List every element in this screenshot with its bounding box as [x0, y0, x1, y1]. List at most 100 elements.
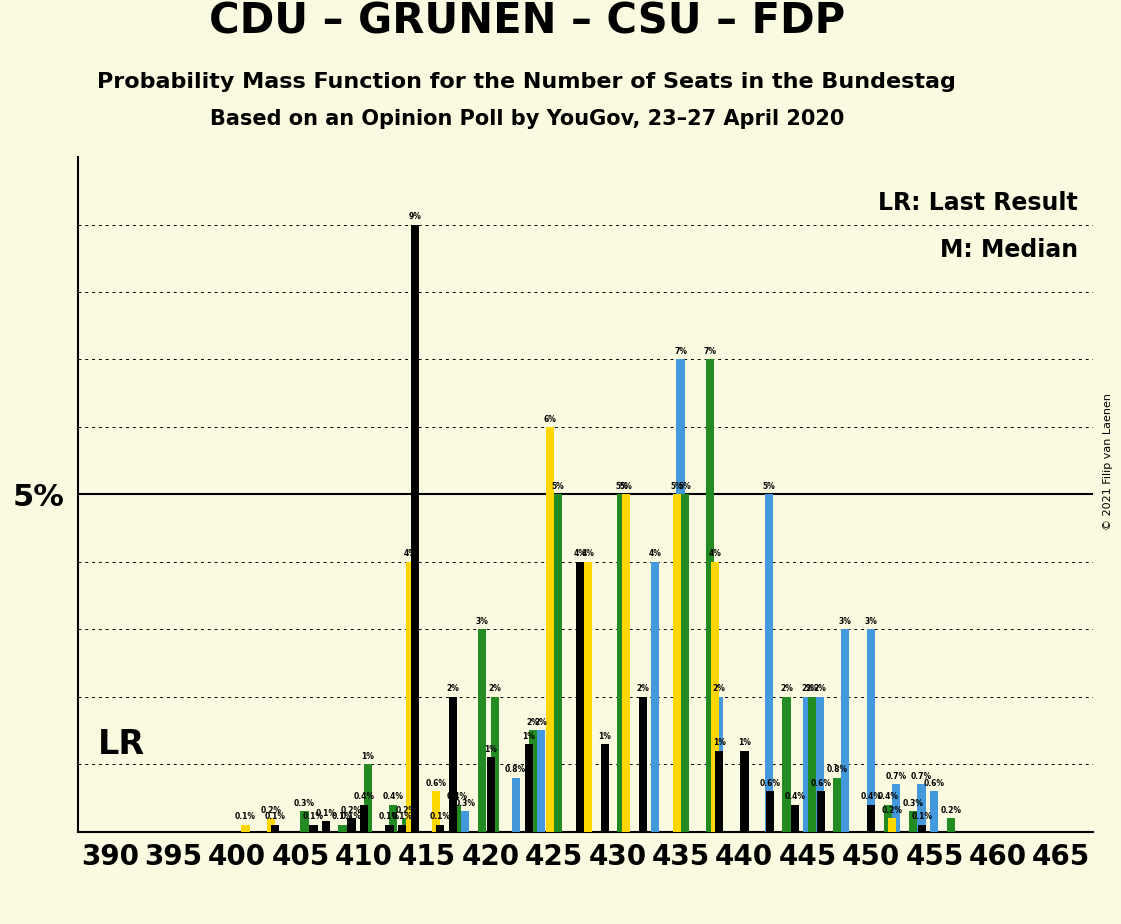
Text: 0.1%: 0.1%	[332, 812, 353, 821]
Bar	[622, 494, 630, 832]
Bar	[807, 697, 816, 832]
Text: 1%: 1%	[599, 732, 611, 740]
Bar	[537, 730, 545, 832]
Text: 5%: 5%	[670, 482, 683, 491]
Bar	[868, 805, 876, 832]
Text: 0.1%: 0.1%	[911, 812, 933, 821]
Bar	[791, 805, 799, 832]
Bar	[782, 697, 790, 832]
Text: 2%: 2%	[527, 718, 539, 727]
Text: 4%: 4%	[582, 550, 594, 558]
Bar	[816, 791, 825, 832]
Text: 2%: 2%	[780, 685, 793, 693]
Text: 0.6%: 0.6%	[924, 779, 945, 788]
Bar	[389, 805, 398, 832]
Bar	[267, 818, 275, 832]
Text: 0.1%: 0.1%	[379, 812, 400, 821]
Bar	[883, 805, 892, 832]
Text: 0.2%: 0.2%	[260, 806, 281, 815]
Text: 0.4%: 0.4%	[446, 792, 467, 801]
Bar	[529, 730, 537, 832]
Text: 0.2%: 0.2%	[341, 806, 362, 815]
Text: 0.4%: 0.4%	[878, 792, 898, 801]
Text: 2%: 2%	[800, 685, 814, 693]
Bar	[401, 818, 410, 832]
Bar	[575, 562, 584, 832]
Bar	[478, 629, 487, 832]
Text: 0.1%: 0.1%	[341, 812, 361, 821]
Bar	[715, 750, 723, 832]
Bar	[918, 825, 926, 832]
Bar	[525, 744, 534, 832]
Bar	[322, 821, 331, 832]
Bar	[804, 697, 812, 832]
Text: 0.1%: 0.1%	[429, 812, 451, 821]
Text: © 2021 Filip van Laenen: © 2021 Filip van Laenen	[1103, 394, 1113, 530]
Bar	[436, 825, 444, 832]
Bar	[766, 791, 773, 832]
Text: 6%: 6%	[544, 415, 556, 423]
Text: 5%: 5%	[615, 482, 628, 491]
Bar	[909, 811, 917, 832]
Bar	[867, 629, 874, 832]
Bar	[432, 791, 439, 832]
Bar	[888, 818, 897, 832]
Bar	[917, 784, 926, 832]
Text: 0.6%: 0.6%	[810, 779, 831, 788]
Bar	[386, 825, 393, 832]
Text: 0.1%: 0.1%	[391, 812, 413, 821]
Text: 0.2%: 0.2%	[941, 806, 962, 815]
Bar	[448, 697, 457, 832]
Text: 1%: 1%	[522, 732, 536, 740]
Text: 0.1%: 0.1%	[235, 812, 256, 821]
Bar	[271, 825, 279, 832]
Bar	[741, 750, 749, 832]
Text: 2%: 2%	[805, 685, 818, 693]
Bar	[406, 562, 415, 832]
Text: 1%: 1%	[738, 738, 751, 748]
Text: 9%: 9%	[408, 213, 421, 221]
Bar	[930, 791, 938, 832]
Bar	[947, 818, 955, 832]
Text: 2%: 2%	[446, 685, 460, 693]
Text: 0.3%: 0.3%	[902, 799, 924, 808]
Text: 0.4%: 0.4%	[353, 792, 374, 801]
Bar	[309, 825, 317, 832]
Bar	[398, 825, 406, 832]
Bar	[554, 494, 563, 832]
Bar	[410, 225, 419, 832]
Text: Probability Mass Function for the Number of Seats in the Bundestag: Probability Mass Function for the Number…	[98, 72, 956, 91]
Bar	[673, 494, 680, 832]
Text: 2%: 2%	[637, 685, 649, 693]
Bar	[584, 562, 592, 832]
Bar	[833, 778, 841, 832]
Text: 0.8%: 0.8%	[826, 765, 847, 774]
Text: 4%: 4%	[573, 550, 586, 558]
Text: 0.1%: 0.1%	[303, 812, 324, 821]
Bar	[618, 494, 626, 832]
Text: 1%: 1%	[484, 745, 498, 754]
Text: 2%: 2%	[489, 685, 501, 693]
Bar	[241, 825, 250, 832]
Text: 0.6%: 0.6%	[759, 779, 780, 788]
Text: LR: LR	[98, 728, 145, 760]
Text: 0.1%: 0.1%	[265, 812, 286, 821]
Text: 5%: 5%	[678, 482, 692, 491]
Text: 0.7%: 0.7%	[886, 772, 907, 781]
Text: 5%: 5%	[620, 482, 632, 491]
Text: 7%: 7%	[704, 347, 716, 356]
Text: 0.6%: 0.6%	[425, 779, 446, 788]
Bar	[453, 805, 461, 832]
Text: 0.8%: 0.8%	[506, 765, 526, 774]
Bar	[639, 697, 647, 832]
Text: Based on an Opinion Poll by YouGov, 23–27 April 2020: Based on an Opinion Poll by YouGov, 23–2…	[210, 109, 844, 128]
Text: 0.7%: 0.7%	[911, 772, 932, 781]
Bar	[346, 825, 355, 832]
Text: M: Median: M: Median	[939, 238, 1077, 262]
Bar	[461, 811, 469, 832]
Text: 0.2%: 0.2%	[882, 806, 902, 815]
Text: 2%: 2%	[535, 718, 547, 727]
Text: 0.4%: 0.4%	[861, 792, 882, 801]
Text: 0.3%: 0.3%	[294, 799, 315, 808]
Bar	[711, 562, 719, 832]
